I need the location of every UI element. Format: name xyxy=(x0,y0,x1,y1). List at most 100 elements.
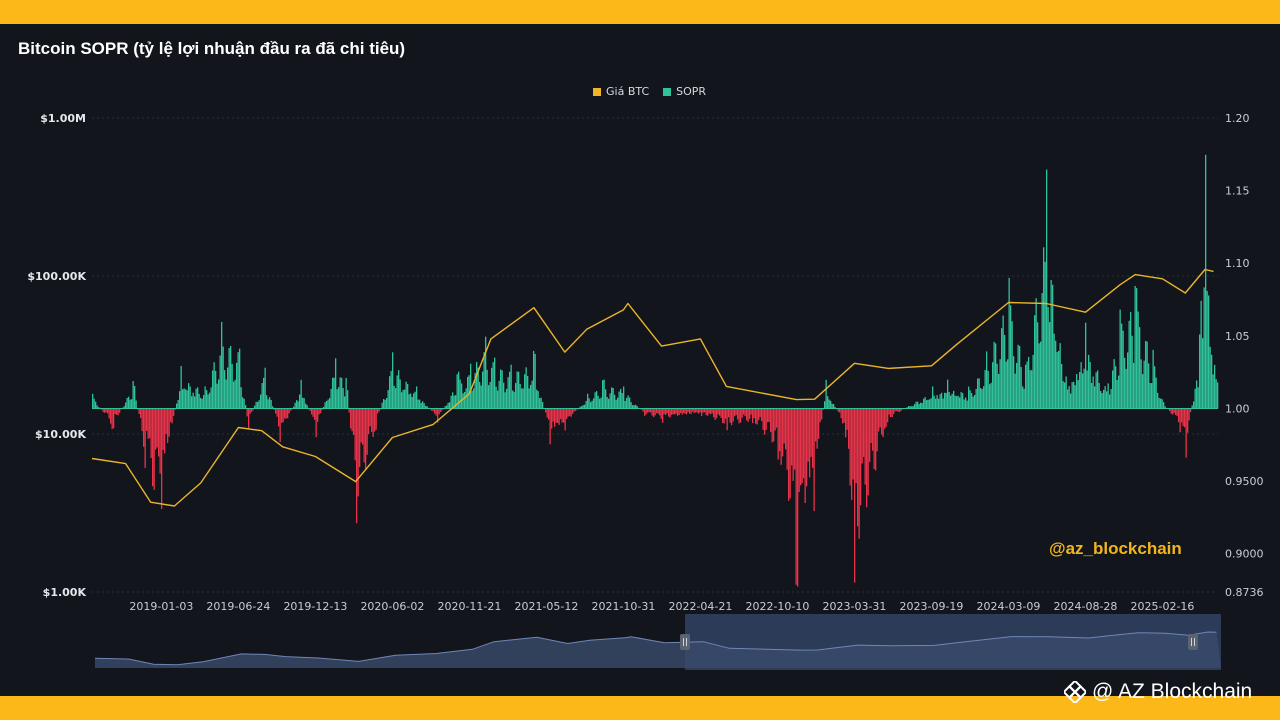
sopr-bar xyxy=(260,394,262,409)
sopr-bar xyxy=(765,408,767,431)
sopr-bar xyxy=(986,351,988,409)
sopr-bar xyxy=(383,398,385,409)
sopr-bar xyxy=(1011,321,1013,409)
sopr-bar xyxy=(951,393,953,409)
y-right-tick-label: 1.10 xyxy=(1225,257,1250,270)
sopr-bar xyxy=(1181,408,1183,423)
sopr-bar xyxy=(159,408,161,474)
x-tick-label: 2020-11-21 xyxy=(437,600,501,613)
sopr-bar xyxy=(440,408,442,412)
sopr-bar xyxy=(911,406,913,409)
sopr-bar xyxy=(954,395,956,409)
sopr-bar xyxy=(303,398,305,409)
sopr-bar xyxy=(1023,388,1025,409)
sopr-bar xyxy=(201,398,203,409)
sopr-bar xyxy=(696,408,698,413)
sopr-bar xyxy=(755,408,757,424)
sopr-bar xyxy=(716,408,718,419)
sopr-bar xyxy=(476,362,478,409)
sopr-bar xyxy=(389,376,391,409)
sopr-bar xyxy=(1203,287,1205,409)
sopr-bar xyxy=(1160,398,1162,409)
sopr-bar xyxy=(95,401,97,409)
sopr-bar xyxy=(927,399,929,409)
sopr-bar xyxy=(489,381,491,409)
sopr-bar xyxy=(1025,364,1027,409)
sopr-bar xyxy=(962,393,964,409)
sopr-bar xyxy=(350,408,352,429)
sopr-bar xyxy=(1053,333,1055,409)
sopr-bar xyxy=(267,399,269,409)
sopr-bar xyxy=(218,379,220,409)
y-right-tick-label: 1.20 xyxy=(1225,112,1250,125)
sopr-bar xyxy=(693,408,695,414)
sopr-bar xyxy=(708,408,710,414)
sopr-bar xyxy=(179,391,181,409)
sopr-bar xyxy=(372,408,374,437)
sopr-bar xyxy=(519,383,521,409)
sopr-bar xyxy=(231,363,233,409)
sopr-bar xyxy=(600,397,602,409)
sopr-bar xyxy=(837,408,839,412)
sopr-bar xyxy=(416,386,418,409)
sopr-bar xyxy=(641,408,643,410)
sopr-bar xyxy=(1034,315,1036,409)
sopr-bar xyxy=(947,379,949,409)
sopr-bar xyxy=(933,395,935,409)
chart-legend[interactable]: Giá BTC SOPR xyxy=(593,85,706,98)
sopr-bar xyxy=(1047,307,1049,409)
sopr-bar xyxy=(821,408,823,420)
sopr-bar xyxy=(804,408,806,504)
sopr-bar xyxy=(282,408,284,423)
sopr-bar xyxy=(1026,361,1028,409)
sopr-bar xyxy=(651,408,653,416)
sopr-bar xyxy=(368,408,370,435)
sopr-bar xyxy=(936,395,938,409)
sopr-bar xyxy=(234,379,236,409)
legend-item-price[interactable]: Giá BTC xyxy=(593,85,649,98)
sopr-bar xyxy=(758,408,760,421)
sopr-bar xyxy=(884,408,886,429)
sopr-bar xyxy=(1142,374,1144,409)
sopr-bar xyxy=(1154,366,1156,409)
sopr-bar xyxy=(599,398,601,409)
legend-item-sopr[interactable]: SOPR xyxy=(663,85,706,98)
sopr-bar xyxy=(168,408,170,437)
sopr-bar xyxy=(320,408,322,414)
sopr-bar xyxy=(1176,408,1178,417)
sopr-bar xyxy=(1188,408,1190,421)
sopr-bar xyxy=(810,408,812,457)
sopr-bar xyxy=(722,408,724,424)
sopr-bar xyxy=(1163,402,1165,409)
sopr-bar xyxy=(302,397,304,409)
sopr-bar xyxy=(542,402,544,409)
sopr-bar xyxy=(813,408,815,512)
sopr-bar xyxy=(1097,370,1099,409)
sopr-bar xyxy=(336,389,338,409)
sopr-bar xyxy=(858,408,860,539)
sopr-bar xyxy=(686,408,688,415)
sopr-bar xyxy=(1127,352,1129,409)
sopr-bar xyxy=(690,408,692,414)
sopr-bar xyxy=(614,394,616,409)
sopr-bar xyxy=(575,408,577,411)
sopr-bar xyxy=(128,396,130,409)
sopr-bar xyxy=(1001,328,1003,409)
sopr-bar xyxy=(506,388,508,409)
sopr-bar xyxy=(156,408,158,448)
sopr-bar xyxy=(723,408,725,424)
sopr-bar xyxy=(533,350,535,409)
sopr-bar xyxy=(845,408,847,438)
sopr-bar xyxy=(956,396,958,409)
sopr-bar xyxy=(740,408,742,423)
sopr-bar xyxy=(497,390,499,409)
sopr-bar xyxy=(459,379,461,409)
sopr-bar xyxy=(831,403,833,409)
sopr-bar xyxy=(660,408,662,419)
sopr-bar xyxy=(666,408,668,414)
sopr-bar xyxy=(570,408,572,417)
sopr-bar xyxy=(1052,284,1054,409)
sopr-bar xyxy=(671,408,673,415)
sopr-bar xyxy=(1151,383,1153,409)
sopr-bar xyxy=(386,397,388,409)
